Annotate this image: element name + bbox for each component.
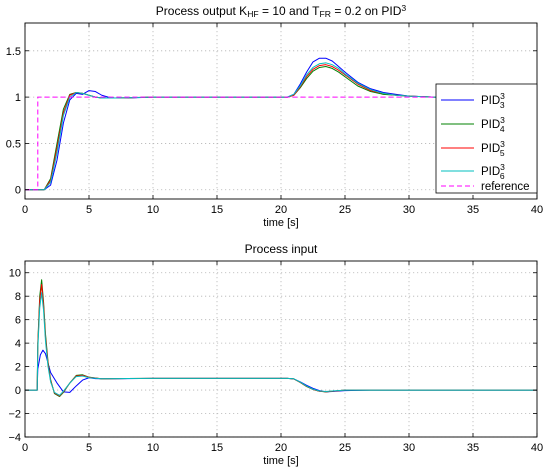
x-tick-label: 25 — [339, 442, 351, 454]
y-tick-label: 10 — [9, 268, 21, 280]
y-tick-label: 1.5 — [6, 46, 21, 58]
x-tick-label: 15 — [211, 204, 223, 216]
y-tick-label: 8 — [15, 291, 21, 303]
x-axis-label: time [s] — [263, 455, 298, 467]
chart-title: Process output KHF = 10 and TFR = 0.2 on… — [156, 3, 407, 19]
legend-box — [435, 83, 538, 194]
series-line-reference — [25, 96, 537, 191]
x-tick-label: 15 — [211, 442, 223, 454]
x-tick-label: 5 — [86, 204, 92, 216]
bottom-plot-process-input: 0 5 10 15 20 25 30 35 40 −4 −2 0 2 4 6 8 10 Process input… — [8, 242, 543, 467]
x-tick-label: 20 — [275, 442, 287, 454]
x-tick-label: 30 — [403, 442, 415, 454]
y-tick-label: −4 — [8, 432, 21, 444]
x-tick-label: 35 — [467, 442, 479, 454]
y-tick-label: 4 — [15, 338, 21, 350]
y-tick-label: 2 — [15, 362, 21, 374]
x-tick-label: 20 — [275, 204, 287, 216]
x-tick-label: 10 — [147, 204, 159, 216]
x-tick-label: 0 — [22, 442, 28, 454]
x-tick-label: 40 — [531, 204, 543, 216]
x-tick-label: 0 — [22, 204, 28, 216]
y-tick-label: −2 — [8, 409, 21, 421]
x-tick-label: 35 — [467, 204, 479, 216]
x-tick-label: 25 — [339, 204, 351, 216]
y-tick-label: 0 — [15, 385, 21, 397]
legend-label: reference — [481, 181, 530, 193]
legend-label: PID3 6 — [481, 162, 505, 181]
y-tick-label: 1 — [15, 92, 21, 104]
chart-title: Process input — [245, 242, 318, 256]
legend-label: PID3 3 — [481, 91, 505, 110]
x-tick-label: 5 — [86, 442, 92, 454]
y-tick-label: 0.5 — [6, 138, 21, 150]
legend-label: PID3 5 — [481, 139, 505, 158]
series-line-pid3-6 — [25, 292, 537, 396]
y-tick-label: 6 — [15, 315, 21, 327]
y-tick-label: 0 — [15, 185, 21, 197]
x-tick-label: 30 — [403, 204, 415, 216]
x-axis-label: time [s] — [263, 217, 298, 229]
series-line-pid3-5 — [25, 64, 537, 191]
x-tick-label: 10 — [147, 442, 159, 454]
x-tick-label: 40 — [531, 442, 543, 454]
legend-label: PID3 4 — [481, 115, 505, 134]
